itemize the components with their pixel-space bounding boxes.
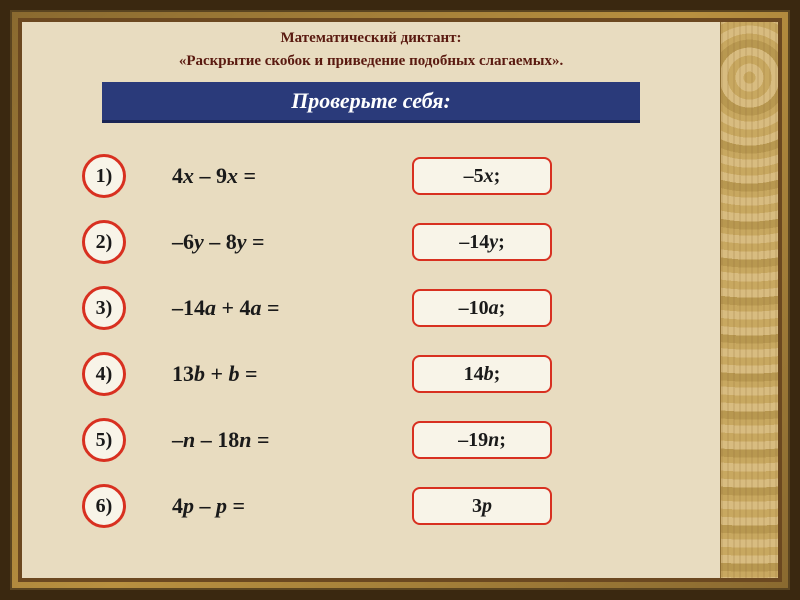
expression: 4x – 9x = [172,163,402,189]
expression: –14a + 4a = [172,295,402,321]
expression: 13b + b = [172,361,402,387]
problem-row: 6) 4p – p = 3p [82,473,700,539]
number-badge: 3) [82,286,126,330]
inner-frame: Математический диктант: «Раскрытие скобо… [18,18,782,582]
answer-box: –5x; [412,157,552,195]
title-line-2: «Раскрытие скобок и приведение подобных … [42,53,700,70]
answer-box: –19n; [412,421,552,459]
number-badge: 2) [82,220,126,264]
check-banner: Проверьте себя: [102,82,640,123]
slide-outer-frame: Математический диктант: «Раскрытие скобо… [0,0,800,600]
problem-row: 3) –14a + 4a = –10a; [82,275,700,341]
expression: 4p – p = [172,493,402,519]
expression: –6y – 8y = [172,229,402,255]
content-panel: Математический диктант: «Раскрытие скобо… [22,22,720,578]
title-line-1: Математический диктант: [42,30,700,47]
gold-frame: Математический диктант: «Раскрытие скобо… [10,10,790,590]
number-badge: 5) [82,418,126,462]
decorative-strip [720,22,778,578]
problem-row: 2) –6y – 8y = –14y; [82,209,700,275]
answer-box: –10a; [412,289,552,327]
number-badge: 6) [82,484,126,528]
number-badge: 1) [82,154,126,198]
number-badge: 4) [82,352,126,396]
expression: –n – 18n = [172,427,402,453]
problem-row: 1) 4x – 9x = –5x; [82,143,700,209]
problem-row: 4) 13b + b = 14b; [82,341,700,407]
title-block: Математический диктант: «Раскрытие скобо… [22,22,720,76]
problem-list: 1) 4x – 9x = –5x; 2) –6y – 8y = –14y; 3)… [22,123,720,539]
answer-box: –14y; [412,223,552,261]
problem-row: 5) –n – 18n = –19n; [82,407,700,473]
answer-box: 14b; [412,355,552,393]
answer-box: 3p [412,487,552,525]
